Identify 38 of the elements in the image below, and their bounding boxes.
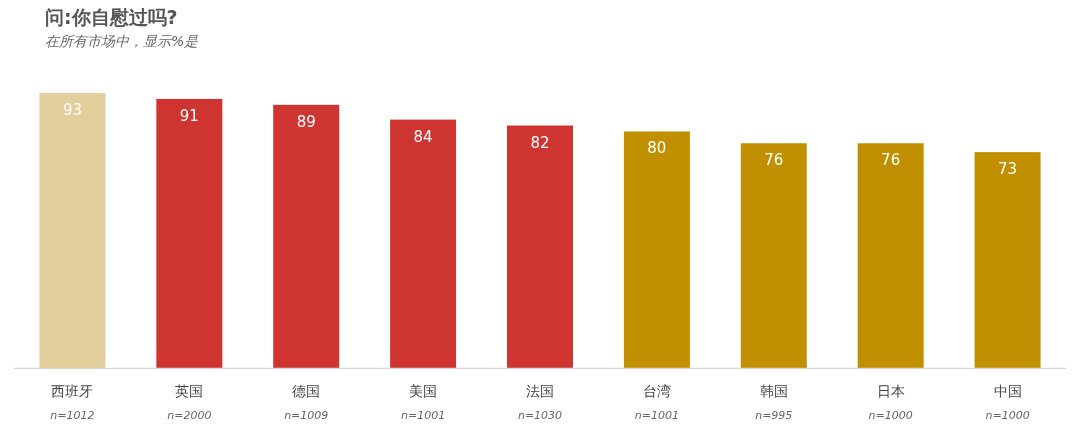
- data-label: 84: [413, 127, 433, 146]
- bar: [974, 152, 1041, 368]
- x-tick-label: 德国: [292, 383, 321, 399]
- data-label: 73: [998, 160, 1018, 179]
- x-tick-label: 英国: [175, 383, 204, 399]
- text: n=1001: [401, 409, 446, 422]
- chart-subtitle: 在所有市场中，显示%是: [45, 33, 200, 49]
- text: n=2000: [167, 409, 212, 422]
- x-tick-label: 法国: [526, 383, 554, 399]
- bar: [740, 143, 807, 368]
- text: n=1009: [284, 409, 329, 422]
- data-label: 80: [647, 139, 667, 158]
- data-label: 76: [764, 151, 784, 170]
- x-tick-label: 西班牙: [51, 383, 94, 399]
- bar: [273, 104, 340, 368]
- data-label: 93: [62, 101, 82, 119]
- text: n=1012: [50, 409, 95, 422]
- bar: [507, 125, 573, 368]
- text: n=1000: [868, 409, 913, 422]
- x-tick-label: 韩国: [759, 383, 788, 399]
- chart-title: 问:你自慰过吗?: [45, 6, 178, 28]
- bar: [390, 119, 457, 368]
- x-tick-label: 日本: [876, 383, 905, 399]
- data-label: 82: [530, 133, 550, 152]
- bar: [623, 131, 690, 368]
- text: n=1030: [517, 409, 563, 422]
- bar: [39, 93, 106, 368]
- bar: [857, 143, 924, 368]
- data-label: 76: [881, 151, 901, 170]
- bar: [156, 98, 223, 368]
- text: n=995: [755, 409, 793, 422]
- data-label: 91: [179, 106, 199, 125]
- data-label: 89: [296, 112, 316, 131]
- x-tick-label: 台湾: [642, 383, 671, 399]
- text: n=1001: [634, 409, 679, 422]
- x-tick-label: 美国: [409, 383, 438, 399]
- text: n=1000: [985, 409, 1030, 422]
- x-tick-label: 中国: [993, 383, 1022, 399]
